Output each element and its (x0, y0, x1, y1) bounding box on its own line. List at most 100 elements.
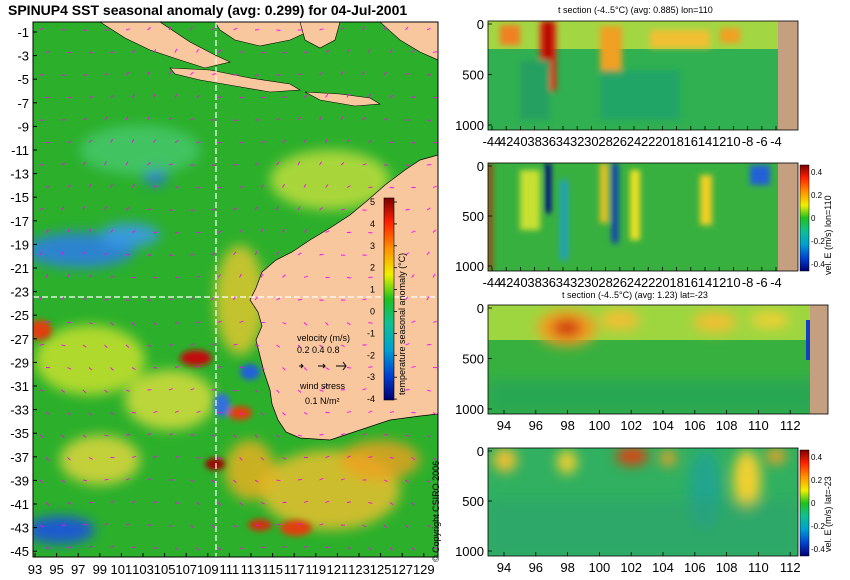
section-x-tick-label: 26 (613, 134, 627, 149)
vector-arrow (110, 500, 115, 503)
vector-arrow (362, 388, 367, 391)
vector-arrow (233, 207, 238, 211)
vector-arrow (45, 320, 50, 323)
vector-arrow (39, 343, 45, 346)
section-x-tick-label: 38 (527, 275, 541, 290)
vector-arrow (45, 502, 50, 506)
vel-colorbar-tick-label: 0 (811, 214, 816, 223)
velocity-vectors (39, 26, 438, 551)
vector-arrow (297, 298, 303, 301)
vector-arrow (346, 411, 351, 413)
section-x-tick-label: 28 (598, 275, 612, 290)
vector-arrow (297, 206, 301, 211)
section-x-tick-label: 16 (684, 134, 698, 149)
vector-arrow (211, 296, 215, 301)
vel-colorbar-lat-label: vel. E (m/s) lat=-23 (823, 476, 833, 552)
vector-arrow (319, 478, 324, 481)
vector-arrow (233, 343, 238, 346)
vector-arrow (88, 457, 93, 460)
land-sumatra (99, 22, 231, 69)
vector-arrow (362, 71, 365, 76)
vector-arrow (303, 138, 307, 143)
lat-tick-label: -25 (10, 308, 29, 323)
vector-arrow (67, 367, 72, 370)
vector-arrow (411, 502, 415, 506)
section-x-tick-label: 108 (716, 418, 738, 433)
section-x-tick-label: -6 (756, 134, 768, 149)
vector-arrow (426, 27, 431, 31)
vector-arrow (346, 49, 350, 53)
section-x-tick-label: 42 (499, 275, 513, 290)
vector-arrow (190, 71, 194, 76)
vector-arrow (88, 96, 94, 98)
velocity-key-title: velocity (m/s) (297, 333, 351, 343)
vector-arrow (45, 51, 50, 53)
lon-tick-label: 107 (175, 562, 197, 577)
vector-arrow (153, 185, 158, 188)
section-x-tick-label: 10 (726, 275, 740, 290)
vector-arrow (254, 344, 260, 347)
vector-arrow (362, 524, 367, 528)
lat-tick-label: -33 (10, 403, 29, 418)
vector-arrow (82, 297, 87, 301)
vector-arrow (104, 389, 108, 393)
vector-arrow (276, 389, 280, 394)
vector-arrow (174, 140, 179, 143)
vector-arrow (190, 524, 194, 529)
vector-arrow (346, 501, 352, 503)
vector-arrow (196, 457, 201, 459)
colorbar-tick-label: -2 (367, 350, 375, 360)
vector-arrow (39, 479, 44, 484)
vector-arrow (325, 50, 330, 53)
lon-tick-label: 119 (305, 562, 326, 577)
section-x-tick-label: -44 (483, 134, 502, 149)
vector-arrow (131, 93, 135, 98)
vector-arrow (282, 412, 286, 416)
vector-arrow (303, 229, 308, 233)
lat-tick-label: -23 (10, 285, 29, 300)
vector-arrow (190, 26, 193, 31)
vector-arrow (282, 367, 286, 371)
vector-arrow (131, 50, 136, 53)
vector-arrow (346, 185, 351, 188)
vector-arrow (254, 162, 259, 166)
land-new-guinea (379, 22, 438, 61)
vector-arrow (303, 183, 307, 188)
vector-arrow (239, 412, 244, 415)
section-x-tick-label: 42 (499, 134, 513, 149)
vector-arrow (168, 26, 172, 31)
lon-tick-label: 109 (197, 562, 219, 577)
vector-arrow (67, 412, 71, 416)
vel-colorbar-tick-label: -0.2 (811, 522, 825, 531)
vector-arrow (389, 141, 395, 143)
vector-arrow (211, 26, 215, 31)
vector-arrow (174, 322, 180, 324)
vector-arrow (260, 273, 264, 278)
vector-arrow (82, 479, 88, 482)
section-x-tick-label: 22 (641, 134, 655, 149)
vector-arrow (168, 433, 173, 436)
vector-arrow (190, 253, 195, 256)
lon-tick-label: 125 (370, 562, 392, 577)
vector-arrow (340, 478, 345, 481)
vector-arrow (147, 71, 150, 76)
section-x-tick-label: 32 (570, 134, 584, 149)
vector-arrow (211, 72, 216, 76)
vector-arrow (276, 161, 280, 166)
section-x-tick-label: 94 (497, 560, 511, 575)
vector-arrow (319, 523, 324, 526)
vector-arrow (45, 412, 50, 415)
vector-arrow (405, 524, 409, 529)
lon-tick-label: 103 (132, 562, 154, 577)
section-x-tick-label: 110 (748, 418, 769, 433)
section-x-tick-label: 96 (529, 560, 543, 575)
vector-arrow (168, 524, 173, 528)
vector-arrow (39, 27, 44, 31)
panel-t-section-lon (488, 21, 798, 130)
vector-arrow (196, 411, 201, 413)
map-colorbar (383, 197, 395, 401)
depth-tick-label: 500 (462, 494, 484, 509)
vector-arrow (346, 139, 350, 143)
vector-arrow (239, 185, 244, 188)
